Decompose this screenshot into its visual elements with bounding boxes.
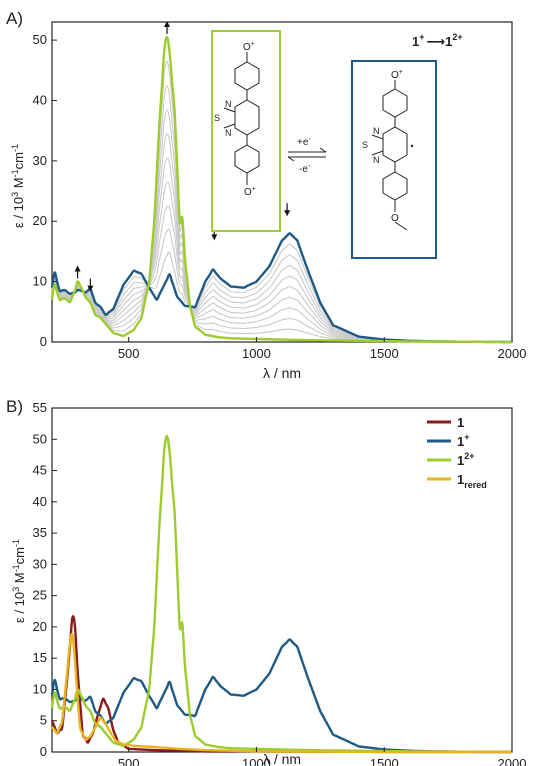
legend-entry: 1+ [457,432,470,449]
panel-b-y-tick-label: 55 [33,400,47,415]
change-arrow-up-head [74,265,81,272]
panel-a-y-tick-label: 40 [33,92,47,107]
panel-b-y-tick-label: 15 [33,650,47,665]
panel-a-x-tick-label: 1000 [242,346,271,361]
panel-a-y-tick-label: 30 [33,153,47,168]
panel-b-x-ticks: 500 1000 1500 2000 [118,747,527,766]
panel-a-intermediate-curve [51,228,512,343]
panel-b-x-axis-label: λ / nm [263,751,301,766]
panel-a-x-tick-label: 2000 [498,346,527,361]
panel-a-intermediate-curve [51,109,512,343]
panel-b-x-tick-label: 1000 [242,756,271,766]
radical-dot [410,144,414,148]
molecule-dication-box [211,30,281,232]
panel-a-y-tick-label: 0 [40,334,47,349]
panel-b-y-tick-label: 25 [33,588,47,603]
panel-b-y-tick-label: 30 [33,556,47,571]
panel-b-y-tick-label: 35 [33,525,47,540]
molecule-radical-cation-top-oxygen: O+ [391,69,403,81]
panel-a-series [50,35,512,344]
panel-a-y-tick-label: 10 [33,274,47,289]
molecule-dication-bottom-oxygen: O+ [244,186,256,198]
panel-b-x-tick-label: 500 [118,756,140,766]
panel-a-label: A) [6,9,23,28]
panel-b-y-tick-label: 10 [33,681,47,696]
molecule-dication-sulfur: S [214,113,220,123]
panel-a: A) 0 10 20 30 40 50 500 1000 1500 2000 ε / 103 M… [6,9,526,381]
panel-a-intermediate-curve [51,133,512,343]
panel-a-x-tick-label: 1500 [370,346,399,361]
reaction-label: 1+ ⟶12+ [412,32,463,49]
panel-a-x-ticks: 500 1000 1500 2000 [118,337,527,361]
panel-a-y-axis-label: ε / 103 M-1cm-1 [10,144,26,228]
panel-a-y-tick-label: 50 [33,32,47,47]
molecule-dication: O+ O+ S N N [211,30,281,232]
panel-a-x-axis-label: λ / nm [263,365,301,381]
panel-b-series-line-3 [51,632,512,754]
molecule-dication-top-oxygen: O+ [243,41,255,53]
panel-b-legend: 1 1+ 12+ 1rered [427,415,487,490]
change-arrow-up-head [164,21,170,27]
panel-b-y-ticks: 0 5 10 15 20 25 30 35 40 45 50 55 [33,400,57,759]
legend-entry: 1rered [457,472,487,490]
molecule-radical-cation-nitrogen-2: N [373,155,380,165]
legend-entry: 12+ [457,451,475,468]
molecule-dication-nitrogen-1: N [225,99,232,109]
panel-a-y-tick-label: 20 [33,213,47,228]
panel-b-label: B) [6,397,23,416]
molecule-radical-cation-sulfur: S [362,140,368,150]
panel-b-y-tick-label: 20 [33,619,47,634]
panel-b-series-line-2 [50,434,512,754]
change-arrow-down-head [87,285,94,292]
panel-b-series [50,434,512,754]
panel-b-y-tick-label: 5 [40,713,47,728]
redox-equilibrium: +e- -e- [287,136,327,175]
panel-a-intermediate-curves [51,60,512,343]
molecule-radical-cation-bottom-oxygen: O [391,213,399,224]
legend-entry: 1 [457,415,464,430]
panel-b-x-tick-label: 2000 [498,756,527,766]
panel-b-y-tick-label: 40 [33,494,47,509]
panel-b-series-line-1 [50,638,512,754]
panel-b-y-axis-label: ε / 103 M-1cm-1 [11,539,27,623]
change-arrow-down-head [284,210,291,217]
panel-b-series-line-0 [50,615,512,754]
panel-b-y-tick-label: 50 [33,431,47,446]
panel-b-y-tick-label: 45 [33,463,47,478]
molecule-radical-cation-box [351,60,437,259]
panel-a-y-ticks: 0 10 20 30 40 50 [33,32,57,349]
panel-a-x-tick-label: 500 [118,346,140,361]
equilibrium-backward-label: -e- [299,163,311,175]
panel-b-x-tick-label: 1500 [370,756,399,766]
panel-a-series-end-line [50,35,512,344]
change-arrow-down-head [211,234,218,241]
molecule-radical-cation: O+ O S N N [351,60,437,259]
panel-b-y-tick-label: 0 [40,744,47,759]
panel-a-plot-frame [51,21,513,343]
panel-b: B) 0 5 10 15 20 25 30 35 40 45 50 55 500 1000 1500 200… [6,397,526,766]
molecule-dication-nitrogen-2: N [225,128,232,138]
molecule-radical-cation-nitrogen-1: N [373,126,380,136]
equilibrium-forward-label: +e- [297,136,311,148]
panel-a-series-start-line [50,232,512,344]
